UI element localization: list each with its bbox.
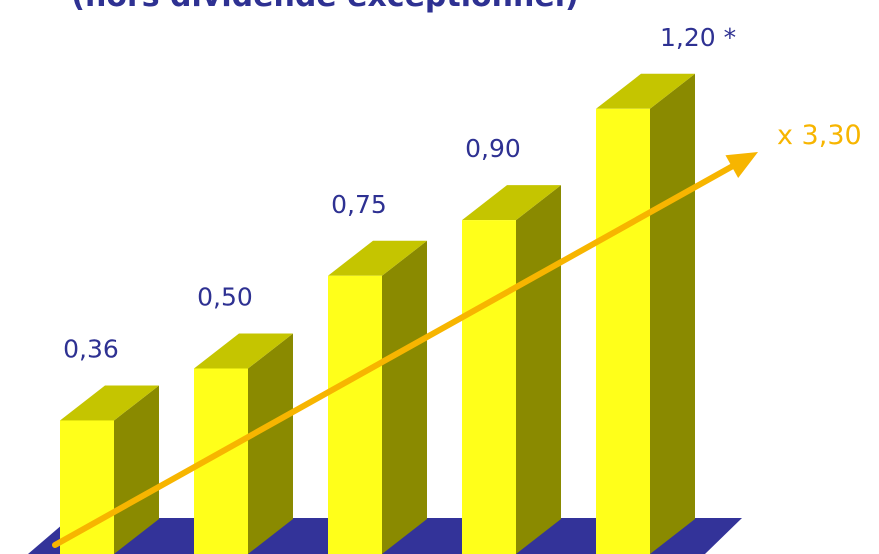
bar-front xyxy=(596,108,650,554)
growth-label: x 3,30 xyxy=(777,120,862,151)
bar-1 xyxy=(60,385,159,554)
bar-5 xyxy=(596,73,695,554)
bar-side xyxy=(114,385,159,554)
chart-subtitle: (hors dividende exceptionnel) xyxy=(71,0,578,14)
bar-2 xyxy=(194,333,293,554)
bar-3 xyxy=(328,240,427,554)
trend-arrow-group xyxy=(52,152,758,548)
bar-top xyxy=(328,240,427,276)
value-labels-group: 0,36 0,50 0,75 0,90 1,20 * xyxy=(63,23,736,364)
bar-top xyxy=(462,185,561,221)
bar-front xyxy=(462,220,516,554)
bar-4 xyxy=(462,185,561,554)
value-label-2: 0,50 xyxy=(197,283,253,312)
bar-side xyxy=(382,240,427,554)
bar-front xyxy=(60,420,114,554)
value-label-3: 0,75 xyxy=(331,190,387,219)
bar-side xyxy=(248,333,293,554)
value-label-1: 0,36 xyxy=(63,334,119,363)
value-label-5: 1,20 * xyxy=(660,23,736,52)
bar-side xyxy=(516,185,561,554)
bar-front xyxy=(328,275,382,554)
trend-line xyxy=(52,159,743,548)
value-label-4: 0,90 xyxy=(465,134,521,163)
bar-top xyxy=(596,73,695,109)
trend-arrowhead xyxy=(725,152,758,178)
bar-top xyxy=(194,333,293,369)
bar-side xyxy=(650,73,695,554)
bar-top xyxy=(60,385,159,421)
bars-group xyxy=(60,73,695,554)
